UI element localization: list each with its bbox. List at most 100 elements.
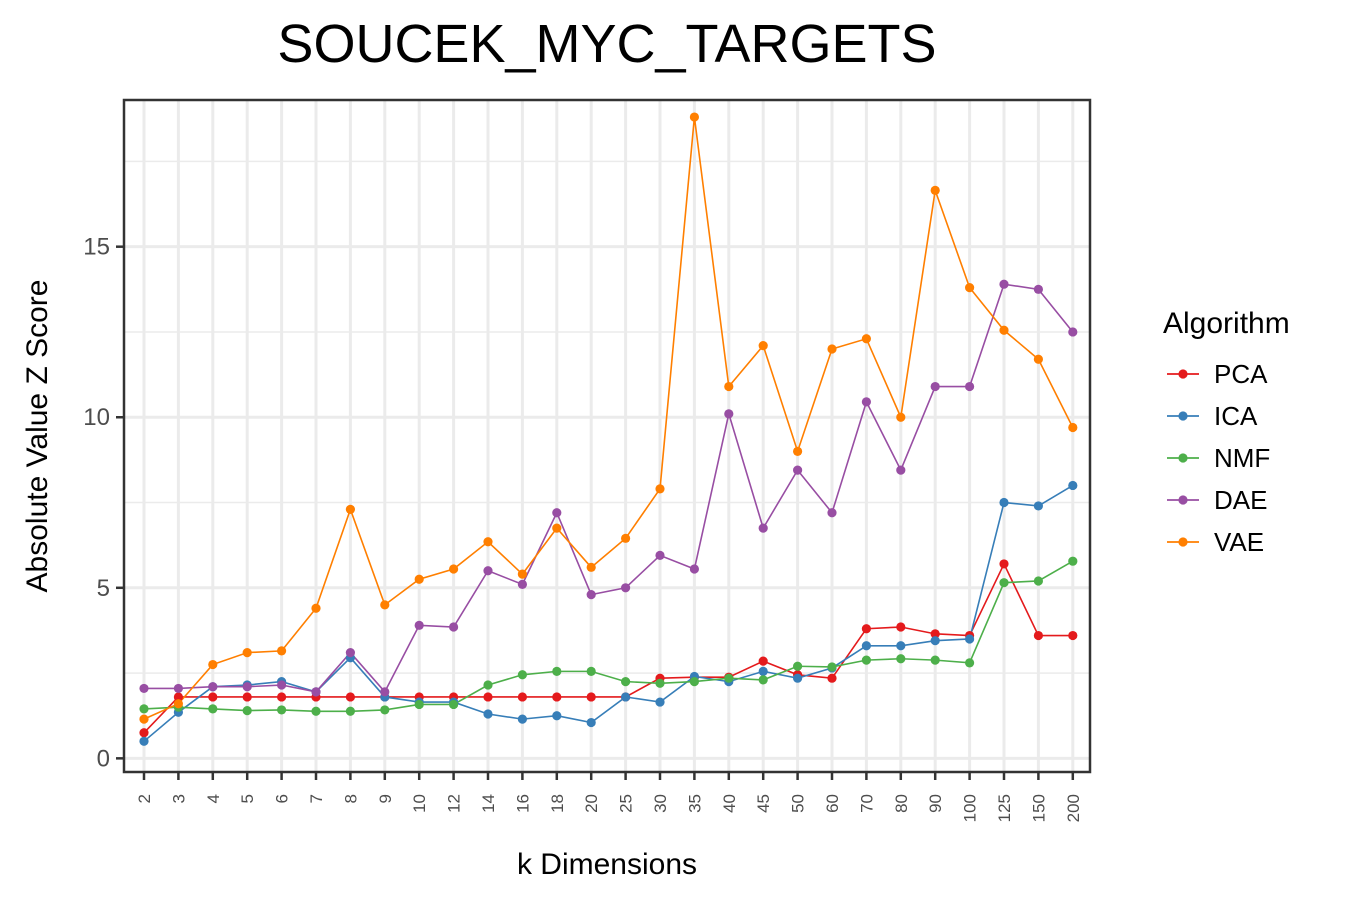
- data-point-pca: [483, 692, 493, 702]
- data-point-vae: [655, 484, 665, 494]
- data-point-dae: [414, 620, 424, 630]
- data-point-dae: [896, 465, 906, 475]
- x-tick-label: 30: [651, 794, 670, 813]
- data-point-vae: [311, 603, 321, 613]
- data-point-dae: [965, 381, 975, 392]
- legend-key-point: [1178, 495, 1188, 505]
- data-point-pca: [552, 692, 562, 702]
- grid: [124, 100, 1090, 772]
- data-point-nmf: [655, 678, 665, 688]
- legend-label-pca: PCA: [1214, 359, 1268, 389]
- x-tick-label: 2: [135, 794, 154, 803]
- data-point-vae: [173, 699, 183, 709]
- data-point-dae: [861, 397, 872, 407]
- data-point-nmf: [861, 655, 872, 665]
- data-point-vae: [827, 344, 837, 354]
- data-point-ica: [896, 641, 906, 651]
- data-point-dae: [483, 566, 493, 576]
- x-tick-label: 150: [1029, 794, 1048, 822]
- data-point-ica: [621, 692, 631, 702]
- data-point-pca: [139, 728, 149, 738]
- data-point-nmf: [414, 699, 424, 710]
- data-point-vae: [277, 646, 287, 656]
- data-point-nmf: [242, 705, 252, 716]
- data-point-ica: [139, 736, 149, 746]
- data-point-nmf: [827, 662, 837, 672]
- data-point-nmf: [345, 706, 355, 716]
- x-tick-label: 125: [995, 794, 1014, 822]
- series-lines: [143, 116, 1074, 742]
- x-tick-label: 60: [823, 794, 842, 813]
- data-point-nmf: [896, 654, 906, 664]
- data-point-ica: [586, 717, 596, 728]
- x-tick-label: 70: [857, 794, 876, 813]
- data-point-nmf: [621, 677, 631, 687]
- data-point-nmf: [311, 706, 321, 716]
- x-tick-label: 20: [582, 794, 601, 813]
- series-line-pca: [143, 562, 1073, 734]
- data-point-ica: [965, 634, 975, 644]
- x-tick-label: 45: [754, 794, 773, 813]
- legend-title: Algorithm: [1163, 307, 1290, 340]
- data-point-dae: [380, 687, 390, 697]
- series-line-nmf: [143, 560, 1074, 713]
- legend-key-point: [1178, 453, 1188, 463]
- data-point-nmf: [449, 699, 459, 710]
- data-point-nmf: [1068, 556, 1078, 566]
- data-point-vae: [1033, 354, 1043, 364]
- data-point-pca: [586, 692, 596, 702]
- x-tick-label: 50: [789, 794, 808, 813]
- x-tick-label: 8: [341, 794, 360, 803]
- data-point-nmf: [1033, 576, 1043, 586]
- x-tick-label: 3: [169, 794, 188, 803]
- y-axis-title: Absolute Value Z Score: [21, 280, 54, 593]
- data-point-vae: [758, 341, 768, 351]
- legend-label-ica: ICA: [1214, 401, 1258, 431]
- x-tick-label: 7: [307, 794, 326, 803]
- y-tick-label: 5: [97, 575, 110, 602]
- x-axis: 2 3 4 5 6 7 8 9 10 12 14 16 18 20 25 30 35 40 45 50 60 70 80 90…: [135, 772, 1083, 822]
- data-point-pca: [1068, 630, 1078, 641]
- x-tick-label: 10: [410, 794, 429, 813]
- data-point-nmf: [586, 666, 596, 676]
- x-tick-label: 25: [617, 794, 636, 813]
- data-point-vae: [552, 523, 562, 533]
- x-tick-label: 40: [720, 794, 739, 813]
- series-line-vae: [143, 116, 1074, 720]
- data-point-pca: [999, 559, 1009, 569]
- data-point-pca: [1033, 630, 1043, 641]
- data-point-vae: [793, 446, 803, 456]
- x-tick-label: 14: [479, 794, 498, 813]
- legend-key-point: [1178, 369, 1188, 379]
- data-point-dae: [1068, 327, 1078, 337]
- data-point-dae: [517, 579, 528, 589]
- data-point-dae: [689, 564, 700, 574]
- data-point-vae: [930, 185, 940, 195]
- data-point-dae: [208, 682, 218, 692]
- data-point-vae: [621, 533, 631, 543]
- data-point-nmf: [380, 705, 390, 715]
- data-point-pca: [517, 692, 528, 702]
- legend-key-point: [1178, 537, 1188, 547]
- x-tick-label: 200: [1064, 794, 1083, 822]
- data-point-vae: [345, 504, 355, 514]
- data-point-dae: [173, 683, 183, 694]
- data-point-vae: [139, 714, 149, 724]
- legend-key-point: [1178, 411, 1188, 421]
- data-point-dae: [930, 381, 940, 392]
- series-line-dae: [144, 283, 1074, 694]
- data-point-dae: [621, 583, 631, 593]
- data-point-dae: [655, 550, 665, 560]
- legend: Algorithm PCA ICA NMF DAE VAE: [1163, 307, 1290, 557]
- y-tick-label: 15: [83, 234, 110, 261]
- data-point-dae: [242, 682, 252, 692]
- data-point-ica: [999, 497, 1009, 508]
- data-point-nmf: [483, 680, 493, 690]
- data-point-pca: [827, 673, 837, 683]
- y-axis: 0 5 10 15: [83, 234, 124, 772]
- data-point-nmf: [965, 658, 975, 668]
- data-point-nmf: [208, 704, 218, 714]
- data-point-pca: [173, 692, 183, 702]
- data-point-ica: [793, 673, 803, 683]
